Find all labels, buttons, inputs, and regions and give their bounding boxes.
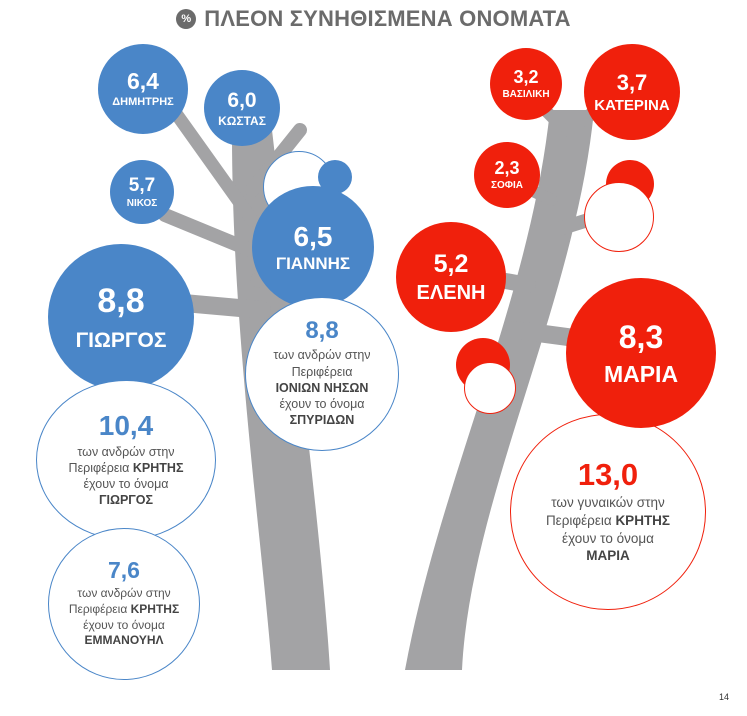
name-bubble-giannis: 6,5 ΓΙΑΝΝΗΣ — [252, 186, 374, 308]
name-bubble-giorgos: 8,8 ΓΙΩΡΓΟΣ — [48, 244, 194, 390]
info-bubble-crete-emmanouil: 7,6 των ανδρών στην Περιφέρεια ΚΡΗΤΗΣ έχ… — [48, 528, 200, 680]
percent-icon: % — [176, 9, 197, 29]
info-value: 10,4 — [98, 409, 154, 441]
bubble-name: ΓΙΩΡΓΟΣ — [75, 328, 167, 352]
name-bubble-katerina: 3,7 ΚΑΤΕΡΙΝΑ — [584, 44, 680, 140]
info-line: Περιφέρεια — [545, 512, 612, 528]
info-region: ΙΟΝΙΩΝ ΝΗΣΩΝ — [275, 380, 369, 395]
info-line: έχουν το όνομα — [83, 477, 169, 491]
info-text: των γυναικών στην Περιφέρεια ΚΡΗΤΗΣ έχου… — [546, 494, 670, 564]
page-header: % ΠΛΕΟΝ ΣΥΝΗΘΙΣΜΕΝΑ ΟΝΟΜΑΤΑ — [0, 4, 747, 34]
name-bubble-nikos: 5,7 ΝΙΚΟΣ — [110, 160, 174, 224]
info-name: ΕΜΜΑΝΟΥΗΛ — [84, 633, 164, 648]
info-line: έχουν το όνομα — [279, 397, 365, 412]
bubble-value: 8,8 — [97, 281, 145, 320]
info-region: ΚΡΗΤΗΣ — [132, 460, 184, 475]
page-number: 14 — [718, 692, 729, 702]
info-text: των ανδρών στην Περιφέρεια ΙΟΝΙΩΝ ΝΗΣΩΝ … — [273, 347, 370, 428]
name-bubble-maria: 8,3 ΜΑΡΙΑ — [566, 278, 716, 428]
info-name: ΜΑΡΙΑ — [586, 548, 630, 564]
info-bubble-crete-giorgos: 10,4 των ανδρών στην Περιφέρεια ΚΡΗΤΗΣ έ… — [36, 380, 216, 540]
bubble-name: ΝΙΚΟΣ — [126, 197, 158, 209]
info-line: Περιφέρεια — [291, 364, 353, 379]
info-line: Περιφέρεια — [68, 460, 130, 475]
decor-ring-red — [464, 362, 516, 414]
info-value: 7,6 — [108, 557, 140, 584]
bubble-value: 6,0 — [227, 88, 257, 112]
info-text: των ανδρών στην Περιφέρεια ΚΡΗΤΗΣ έχουν … — [69, 586, 179, 648]
info-region: ΚΡΗΤΗΣ — [130, 601, 180, 616]
info-line: των γυναικών στην — [551, 495, 665, 511]
bubble-value: 8,3 — [618, 318, 664, 355]
bubble-value: 3,2 — [513, 67, 539, 87]
page-title: ΠΛΕΟΝ ΣΥΝΗΘΙΣΜΕΝΑ ΟΝΟΜΑΤΑ — [204, 6, 571, 31]
name-bubble-eleni: 5,2 ΕΛΕΝΗ — [396, 222, 506, 332]
info-name: ΣΠΥΡΙΔΩΝ — [289, 413, 355, 428]
info-value: 8,8 — [305, 317, 339, 345]
info-line: έχουν το όνομα — [562, 530, 654, 546]
name-bubble-dimitris: 6,4 ΔΗΜΗΤΡΗΣ — [98, 44, 188, 134]
name-bubble-vasiliki: 3,2 ΒΑΣΙΛΙΚΗ — [490, 48, 562, 120]
bubble-value: 5,2 — [433, 249, 469, 278]
info-region: ΚΡΗΤΗΣ — [615, 512, 671, 528]
bubble-value: 2,3 — [494, 158, 520, 178]
info-line: των ανδρών στην — [77, 444, 175, 459]
info-bubble-crete-maria: 13,0 των γυναικών στην Περιφέρεια ΚΡΗΤΗΣ… — [510, 414, 706, 610]
bubble-value: 6,5 — [293, 220, 333, 252]
bubble-name: ΚΑΤΕΡΙΝΑ — [594, 96, 670, 114]
bubble-name: ΓΙΑΝΝΗΣ — [275, 253, 351, 273]
bubble-name: ΜΑΡΙΑ — [603, 360, 679, 387]
bubble-name: ΕΛΕΝΗ — [416, 281, 486, 304]
bubble-name: ΚΩΣΤΑΣ — [218, 113, 266, 128]
bubble-value: 6,4 — [127, 68, 159, 94]
bubble-name: ΔΗΜΗΤΡΗΣ — [112, 96, 174, 108]
bubble-value: 5,7 — [128, 174, 156, 196]
info-text: των ανδρών στην Περιφέρεια ΚΡΗΤΗΣ έχουν … — [69, 444, 184, 509]
info-line: των ανδρών στην — [77, 586, 171, 601]
bubble-value: 3,7 — [616, 69, 648, 95]
info-line: Περιφέρεια — [68, 601, 128, 616]
decor-ring-red — [584, 182, 654, 252]
name-bubble-kostas: 6,0 ΚΩΣΤΑΣ — [204, 70, 280, 146]
name-bubble-sofia: 2,3 ΣΟΦΙΑ — [474, 142, 540, 208]
info-name: ΓΙΩΡΓΟΣ — [98, 493, 154, 508]
info-line: των ανδρών στην — [273, 348, 371, 363]
info-line: έχουν το όνομα — [83, 617, 165, 632]
info-bubble-ionian: 8,8 των ανδρών στην Περιφέρεια ΙΟΝΙΩΝ ΝΗ… — [245, 297, 399, 451]
bubble-name: ΒΑΣΙΛΙΚΗ — [502, 89, 550, 100]
bubble-name: ΣΟΦΙΑ — [491, 180, 523, 191]
info-value: 13,0 — [577, 457, 639, 493]
